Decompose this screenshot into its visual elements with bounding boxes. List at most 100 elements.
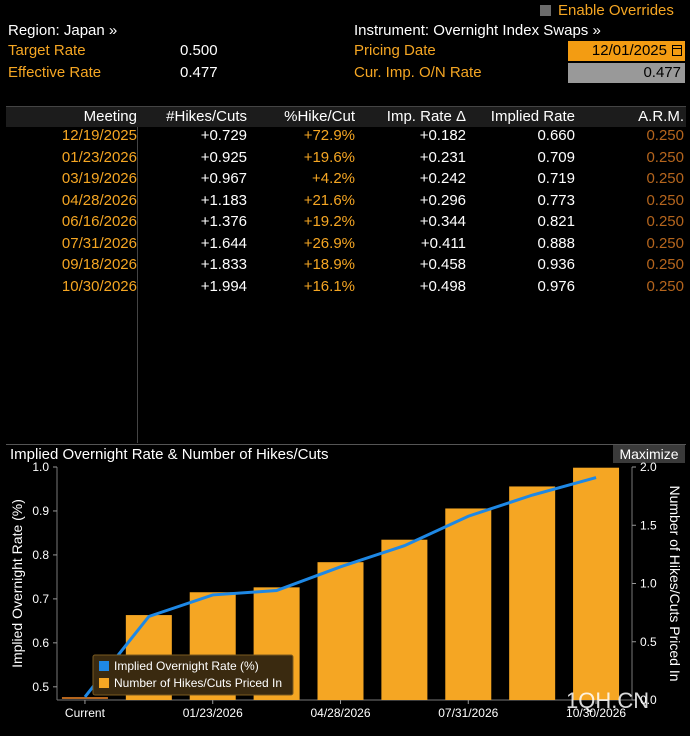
cell-hikes-cuts: +1.376 [200, 213, 247, 230]
column-divider [137, 127, 138, 443]
cell-implied-rate: 0.888 [537, 234, 575, 252]
cell-meeting-date: 06/16/2026 [61, 213, 137, 230]
left-axis-title: Implied Overnight Rate (%) [9, 499, 25, 668]
col-header-pct-hike-cut[interactable]: %Hike/Cut [284, 108, 355, 125]
target-rate-label: Target Rate [8, 42, 86, 59]
bar [573, 467, 620, 700]
maximize-button[interactable]: Maximize [613, 445, 685, 463]
cell-arm: 0.250 [646, 256, 684, 273]
right-tick-label: 0.5 [640, 635, 657, 649]
cell-imp-rate-delta: +0.231 [419, 148, 466, 166]
cell-imp-rate-delta: +0.296 [419, 191, 466, 209]
chart: 0.5 0.6 0.7 0.8 0.9 1.0 0.0 0.5 1.0 1.5 2.0 Implied… [9, 462, 683, 720]
legend-box [92, 654, 294, 696]
cell-meeting-date: 10/30/2026 [61, 277, 137, 295]
bar [317, 562, 364, 700]
cell-imp-rate-delta: +0.498 [419, 277, 466, 295]
cell-meeting-date: 04/28/2026 [61, 191, 137, 209]
left-tick-label: 0.6 [32, 636, 49, 650]
cell-arm: 0.250 [646, 148, 684, 166]
target-rate-value: 0.500 [180, 42, 218, 59]
bar [445, 508, 492, 700]
enable-overrides-checkbox[interactable] [540, 5, 551, 16]
cell-hikes-cuts: +1.994 [200, 277, 247, 295]
cell-imp-rate-delta: +0.182 [419, 127, 466, 144]
cell-arm: 0.250 [646, 277, 684, 295]
cell-imp-rate-delta: +0.411 [420, 234, 466, 252]
instrument-selector[interactable]: Instrument: Overnight Index Swaps » [354, 22, 601, 39]
cell-hikes-cuts: +1.644 [200, 234, 247, 252]
effective-rate-value: 0.477 [180, 64, 218, 81]
cell-implied-rate: 0.976 [537, 277, 575, 295]
cell-pct-hike-cut: +19.6% [303, 148, 355, 166]
legend-label-bar: Number of Hikes/Cuts Priced In [114, 676, 282, 690]
cell-arm: 0.250 [646, 127, 684, 144]
col-header-imp-rate-delta[interactable]: Imp. Rate Δ [386, 108, 466, 125]
effective-rate-label: Effective Rate [8, 64, 102, 81]
cell-arm: 0.250 [646, 191, 684, 209]
table-row[interactable]: 09/18/2026 +1.833 +18.9% +0.458 0.936 0.250 [6, 256, 686, 277]
table-row[interactable]: 06/16/2026 +1.376 +19.2% +0.344 0.821 0.250 [6, 213, 686, 234]
cell-meeting-date: 07/31/2026 [61, 234, 137, 252]
cell-meeting-date: 03/19/2026 [61, 170, 137, 187]
x-tick-label: Current [65, 706, 106, 720]
cell-arm: 0.250 [646, 170, 684, 187]
table-row[interactable]: 04/28/2026 +1.183 +21.6% +0.296 0.773 0.250 [6, 192, 686, 213]
col-header-meeting[interactable]: Meeting [83, 108, 137, 125]
pricing-date-field[interactable]: 12/01/2025 [568, 41, 685, 61]
right-axis-title: Number of Hikes/Cuts Priced In [667, 485, 683, 681]
col-header-arm[interactable]: A.R.M. [638, 108, 684, 125]
calendar-icon[interactable] [672, 45, 682, 56]
region-selector[interactable]: Region: Japan » [8, 22, 118, 39]
legend-swatch-line [99, 661, 109, 671]
left-tick-label: 0.5 [32, 680, 49, 694]
table-row[interactable]: 03/19/2026 +0.967 +4.2% +0.242 0.719 0.250 [6, 170, 686, 191]
implied-rate-line [83, 476, 597, 698]
table-row[interactable]: 01/23/2026 +0.925 +19.6% +0.231 0.709 0.250 [6, 149, 686, 170]
x-tick-label: 10/30/2026 [566, 706, 626, 720]
cell-imp-rate-delta: +0.242 [419, 170, 466, 187]
cell-implied-rate: 0.660 [537, 127, 575, 144]
table-row[interactable]: 07/31/2026 +1.644 +26.9% +0.411 0.888 0.250 [6, 235, 686, 256]
col-header-hikes-cuts[interactable]: #Hikes/Cuts [166, 108, 247, 125]
cell-implied-rate: 0.719 [537, 170, 575, 187]
col-header-implied-rate[interactable]: Implied Rate [490, 108, 575, 125]
cell-pct-hike-cut: +19.2% [303, 213, 355, 230]
table-body: 12/19/2025 +0.729 +72.9% +0.182 0.660 0.250 01… [6, 127, 686, 443]
x-tick-label: 07/31/2026 [438, 706, 498, 720]
cell-arm: 0.250 [646, 234, 684, 252]
table-header: Meeting #Hikes/Cuts %Hike/Cut Imp. Rate … [6, 106, 686, 127]
cell-arm: 0.250 [646, 213, 684, 230]
cell-pct-hike-cut: +72.9% [303, 127, 355, 144]
cell-imp-rate-delta: +0.458 [419, 256, 466, 273]
cell-pct-hike-cut: +26.9% [303, 234, 355, 252]
cur-imp-rate-field[interactable]: 0.477 [568, 63, 685, 83]
table-row[interactable]: 12/19/2025 +0.729 +72.9% +0.182 0.660 0.250 [6, 127, 686, 148]
x-tick-label: 04/28/2026 [310, 706, 370, 720]
chart-title-bar: Implied Overnight Rate & Number of Hikes… [6, 444, 686, 465]
enable-overrides-label[interactable]: Enable Overrides [558, 2, 674, 19]
cell-hikes-cuts: +0.729 [200, 127, 247, 144]
table-row[interactable]: 10/30/2026 +1.994 +16.1% +0.498 0.976 0.250 [6, 278, 686, 299]
right-tick-label: 2.0 [640, 462, 657, 474]
chart-title: Implied Overnight Rate & Number of Hikes… [10, 446, 329, 463]
right-tick-label: 1.5 [640, 518, 657, 532]
cell-implied-rate: 0.821 [537, 213, 575, 230]
legend-swatch-bar [99, 678, 109, 688]
cell-implied-rate: 0.709 [537, 148, 575, 166]
pricing-date-value: 12/01/2025 [591, 42, 667, 59]
cell-pct-hike-cut: +18.9% [303, 256, 355, 273]
x-tick-label: 01/23/2026 [183, 706, 243, 720]
left-tick-label: 0.8 [32, 548, 49, 562]
bar [509, 486, 556, 700]
cell-implied-rate: 0.936 [537, 256, 575, 273]
bar [61, 697, 108, 699]
cell-meeting-date: 01/23/2026 [61, 148, 137, 166]
cell-meeting-date: 09/18/2026 [61, 256, 137, 273]
cell-pct-hike-cut: +21.6% [303, 191, 355, 209]
legend-label-line: Implied Overnight Rate (%) [114, 659, 259, 673]
cur-imp-rate-value: 0.477 [643, 64, 681, 81]
left-tick-label: 0.7 [32, 592, 49, 606]
cur-imp-rate-label: Cur. Imp. O/N Rate [354, 64, 482, 81]
cell-meeting-date: 12/19/2025 [61, 127, 137, 144]
